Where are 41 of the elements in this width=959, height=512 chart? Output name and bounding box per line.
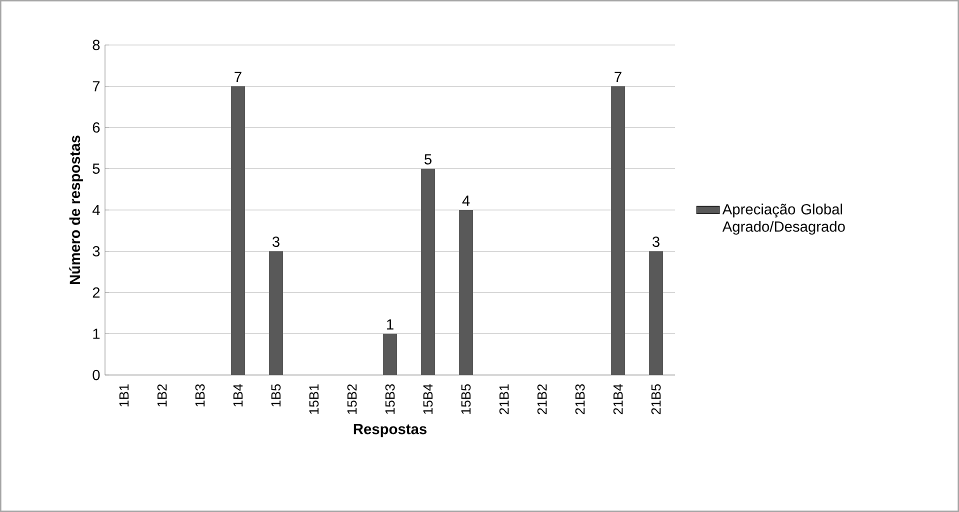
text: 3 <box>652 236 660 247</box>
bar <box>459 210 474 375</box>
bar <box>649 251 664 375</box>
text: 7 <box>614 72 622 82</box>
bar <box>421 168 436 375</box>
y-tick-label: 7 <box>92 81 100 92</box>
y-tick-label: 6 <box>92 122 100 133</box>
x-tick-label: 21B5 <box>651 384 661 414</box>
x-axis-title: Respostas <box>354 424 426 438</box>
y-tick-label: 1 <box>93 328 100 339</box>
bar <box>269 251 284 375</box>
x-tick-label: 21B1 <box>499 384 509 414</box>
bar <box>611 86 626 375</box>
y-tick-label: 3 <box>92 246 100 256</box>
y-axis-title: Número de respostas <box>69 136 83 284</box>
x-tick-label: 21B3 <box>575 384 585 414</box>
y-tick-label: 4 <box>92 204 100 216</box>
x-tick-label: 15B5 <box>461 384 471 414</box>
x-tick-label: 15B1 <box>309 384 319 414</box>
x-tick-label: 15B3 <box>385 384 395 414</box>
y-tick-label: 0 <box>92 370 100 380</box>
x-tick-label: 1B4 <box>233 384 243 406</box>
x-tick-label: 21B4 <box>613 384 623 414</box>
text: 4 <box>462 196 470 206</box>
x-tick-label: 21B2 <box>537 384 547 414</box>
text: 5 <box>424 154 432 164</box>
bar <box>383 334 398 375</box>
x-tick-label: 1B2 <box>157 384 167 406</box>
x-tick-label: 15B2 <box>347 384 357 414</box>
text: 1 <box>387 319 394 330</box>
x-tick-label: 15B4 <box>423 384 433 414</box>
y-tick-label: 8 <box>92 40 100 50</box>
bar <box>231 86 246 375</box>
y-tick-label: 5 <box>92 164 100 174</box>
legend-label: Apreciação Global Agrado/Desagrado <box>722 204 845 235</box>
text: 7 <box>234 72 242 82</box>
text: 3 <box>272 236 280 247</box>
y-tick-label: 2 <box>92 287 100 298</box>
x-tick-label: 1B5 <box>271 384 281 406</box>
x-tick-label: 1B3 <box>195 384 205 406</box>
x-tick-label: 1B1 <box>119 384 129 406</box>
